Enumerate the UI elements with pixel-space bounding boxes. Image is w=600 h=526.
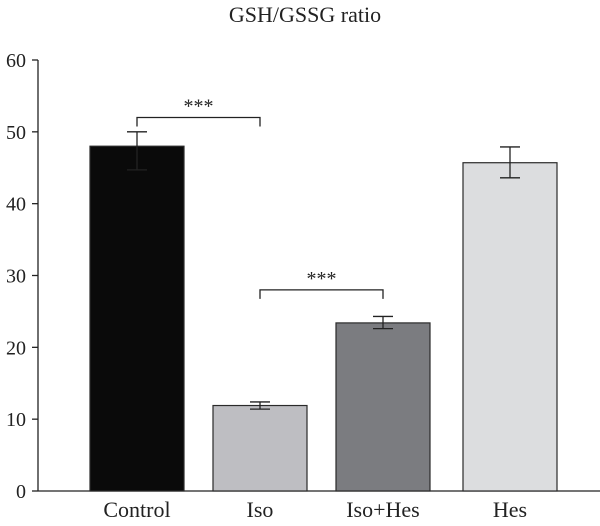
bar-iso-hes [335, 322, 431, 492]
significance-label: *** [184, 95, 214, 117]
significance-bracket [259, 289, 384, 299]
x-axis-labels: Control Iso Iso+Hes Hes [103, 497, 527, 522]
error-bar [127, 131, 147, 171]
error-bar [500, 146, 520, 179]
bar-iso [212, 404, 308, 492]
y-tick-label: 30 [6, 266, 26, 288]
x-category-label: Hes [493, 497, 527, 522]
y-tick-label: 60 [6, 50, 26, 72]
y-tick-label: 50 [6, 122, 26, 144]
bar-control [89, 145, 185, 492]
y-axis-ticks: 0 10 20 30 40 50 60 [6, 50, 38, 503]
error-bar [250, 401, 270, 410]
x-category-label: Iso [247, 497, 274, 522]
y-tick-label: 20 [6, 337, 26, 359]
significance-brackets: *** *** [136, 95, 384, 299]
significance-label: *** [307, 268, 337, 290]
y-tick-label: 40 [6, 194, 26, 216]
significance-bracket [136, 116, 261, 127]
x-category-label: Iso+Hes [346, 497, 420, 522]
y-tick-label: 10 [6, 409, 26, 431]
bars [89, 145, 558, 492]
bar-hes [462, 162, 558, 492]
chart-title: GSH/GSSG ratio [229, 2, 381, 27]
error-bar [373, 315, 393, 330]
error-bars [127, 131, 520, 410]
x-category-label: Control [103, 497, 170, 522]
y-tick-label: 0 [16, 481, 26, 503]
